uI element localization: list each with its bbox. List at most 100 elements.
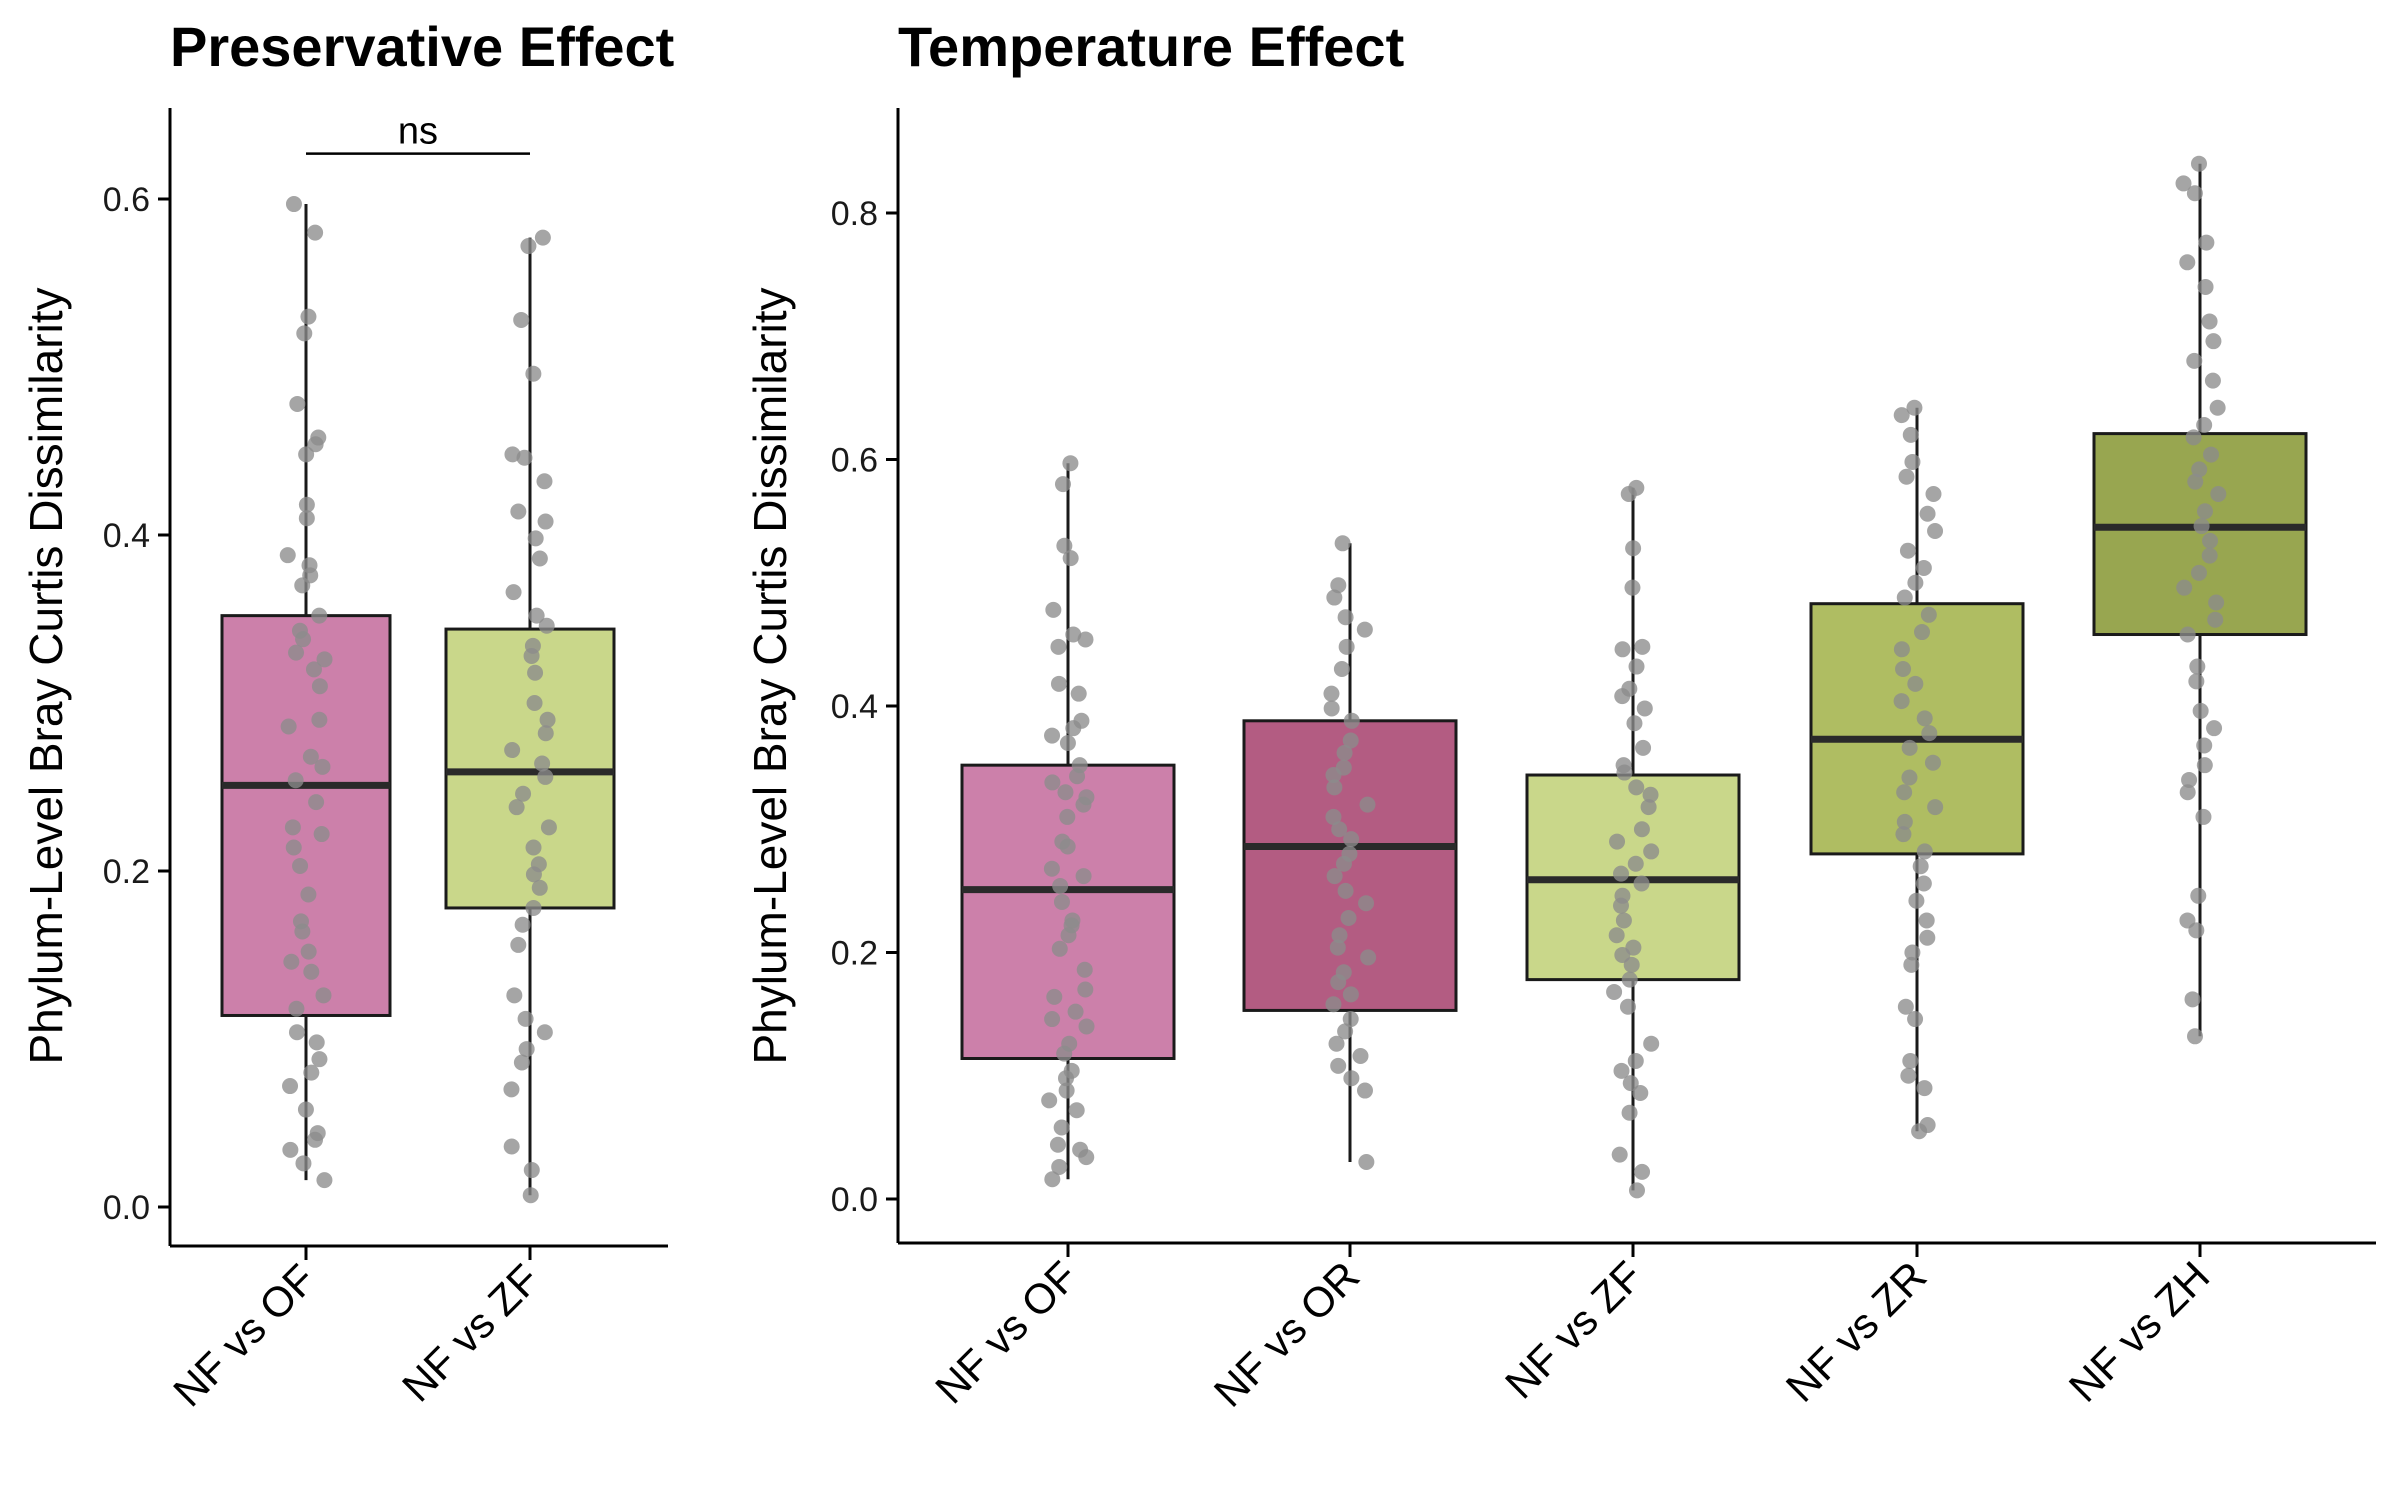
data-point (1343, 831, 1360, 848)
data-point (2184, 991, 2201, 1008)
significance-bracket: ns (306, 111, 530, 155)
x-tick-label: NF vs ZF (393, 1255, 548, 1410)
data-point (311, 711, 328, 728)
data-point (1902, 1052, 1919, 1069)
data-point (302, 748, 319, 765)
data-point (527, 664, 544, 681)
significance-label: ns (398, 111, 438, 153)
data-point (1338, 638, 1355, 655)
data-point (1918, 912, 1935, 929)
data-point (282, 1141, 299, 1158)
data-point (2203, 446, 2220, 463)
data-point (522, 1187, 539, 1204)
data-point (303, 1064, 320, 1081)
data-point (1911, 1123, 1928, 1140)
data-point (2207, 611, 2224, 628)
data-point (1621, 1104, 1638, 1121)
y-tick-label: 0.6 (103, 181, 150, 219)
data-point (315, 987, 332, 1004)
data-point (2206, 720, 2223, 737)
data-point (537, 725, 554, 742)
data-point (308, 1034, 325, 1051)
data-point (1893, 693, 1910, 710)
data-point (1359, 796, 1376, 813)
data-point (1337, 1023, 1354, 1040)
data-point (1060, 927, 1077, 944)
data-point (305, 661, 322, 678)
x-tick-label: NF vs OR (1205, 1252, 1369, 1416)
data-point (523, 647, 540, 664)
data-point (536, 473, 553, 490)
data-point (1915, 559, 1932, 576)
data-point (1611, 1146, 1628, 1163)
data-point (307, 436, 324, 453)
data-point (294, 923, 311, 940)
data-point (526, 695, 543, 711)
data-point (1901, 739, 1918, 756)
data-point (1360, 949, 1377, 966)
y-tick-label: 0.2 (103, 853, 150, 891)
data-point (1906, 399, 1923, 416)
data-point (1614, 641, 1631, 658)
box-nf-vs-of (220, 196, 392, 1189)
data-point (279, 547, 296, 564)
data-point (1904, 453, 1921, 470)
data-point (296, 325, 313, 342)
data-point (1620, 486, 1637, 503)
data-point (1068, 1102, 1085, 1119)
data-point (1051, 940, 1068, 957)
data-point (2196, 503, 2213, 520)
data-point (1628, 658, 1645, 675)
data-point (506, 987, 523, 1004)
data-point (1044, 774, 1061, 791)
data-point (1331, 821, 1348, 838)
data-point (2198, 234, 2215, 251)
data-point (504, 446, 521, 463)
boxes (960, 155, 2308, 1199)
data-point (1078, 1018, 1095, 1035)
data-point (1051, 1158, 1068, 1175)
data-point (2175, 175, 2192, 192)
data-point (1921, 725, 1938, 742)
data-point (1916, 1080, 1933, 1097)
data-point (1352, 1048, 1369, 1065)
data-point (1046, 988, 1063, 1005)
data-point (1632, 1085, 1649, 1102)
data-point (283, 953, 300, 970)
data-point (303, 963, 320, 980)
data-point (1329, 939, 1346, 956)
data-point (1627, 1052, 1644, 1069)
data-point (1065, 720, 1082, 737)
data-point (1323, 700, 1340, 717)
data-point (1623, 956, 1640, 973)
data-point (1325, 767, 1342, 784)
data-point (1356, 1082, 1373, 1099)
box-nf-vs-of (960, 455, 1176, 1188)
data-point (537, 768, 554, 785)
data-point (1643, 843, 1660, 860)
data-point (1056, 537, 1073, 554)
data-point (2191, 461, 2208, 478)
data-point (311, 1051, 328, 1068)
data-point (289, 395, 306, 412)
data-point (518, 1041, 535, 1058)
y-tick-label: 0.0 (103, 1189, 150, 1227)
data-point (1621, 971, 1638, 988)
data-point (1920, 606, 1937, 623)
data-point (538, 617, 555, 634)
data-point (2201, 313, 2218, 330)
data-point (1325, 808, 1342, 825)
data-point (1609, 833, 1626, 850)
data-point (1342, 732, 1359, 749)
data-point (2190, 564, 2207, 581)
data-point (1053, 893, 1070, 910)
data-point (1076, 961, 1093, 978)
data-point (525, 365, 542, 382)
panel-title: Preservative Effect (170, 15, 674, 78)
y-tick-label: 0.4 (831, 688, 878, 726)
data-point (1343, 1070, 1360, 1087)
data-point (515, 785, 532, 802)
data-point (1045, 601, 1062, 618)
data-point (1908, 892, 1925, 909)
